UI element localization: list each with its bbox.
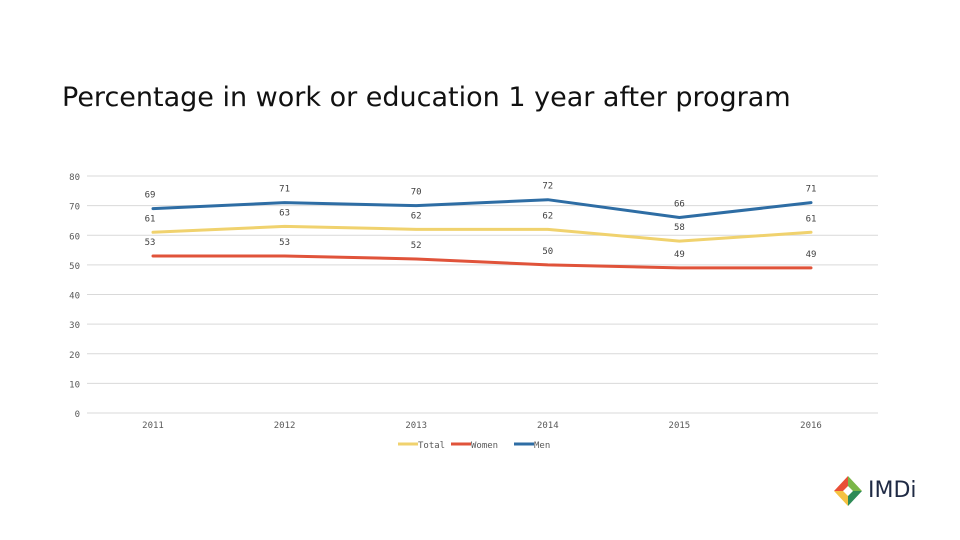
- y-tick-label: 10: [69, 380, 80, 390]
- y-axis-ticks: 0 10 20 30 40 50 60 70 80: [69, 173, 80, 420]
- x-tick-label: 2012: [274, 421, 296, 431]
- y-tick-label: 80: [69, 173, 80, 183]
- chart-series: [151, 198, 813, 270]
- legend-label: Total: [418, 441, 445, 451]
- data-label: 53: [279, 238, 290, 248]
- series-line-women: [151, 254, 813, 270]
- data-label: 71: [806, 185, 817, 195]
- data-label: 49: [806, 250, 817, 260]
- data-label: 71: [279, 185, 290, 195]
- data-label: 69: [145, 191, 156, 201]
- data-label: 66: [674, 199, 685, 209]
- legend-label: Men: [534, 441, 550, 451]
- chart-grid: [87, 175, 878, 414]
- legend-label: Women: [471, 441, 498, 451]
- y-tick-label: 30: [69, 321, 80, 331]
- data-label: 61: [806, 214, 817, 224]
- y-tick-label: 40: [69, 292, 80, 302]
- data-label: 63: [279, 208, 290, 218]
- data-label: 52: [411, 241, 422, 251]
- x-tick-label: 2014: [537, 421, 559, 431]
- data-label: 49: [674, 250, 685, 260]
- logo-text: IMDi: [868, 478, 917, 503]
- y-tick-label: 20: [69, 351, 80, 361]
- x-tick-label: 2013: [405, 421, 427, 431]
- chart-legend: Total Women Men: [398, 441, 550, 451]
- data-label: 58: [674, 223, 685, 233]
- data-label: 62: [411, 211, 422, 221]
- y-tick-label: 70: [69, 203, 80, 213]
- y-tick-label: 0: [75, 410, 80, 420]
- y-tick-label: 60: [69, 232, 80, 242]
- data-label: 53: [145, 238, 156, 248]
- x-tick-label: 2011: [142, 421, 164, 431]
- chart-title: Percentage in work or education 1 year a…: [62, 82, 791, 113]
- logo-mark-icon: [834, 476, 862, 506]
- data-label: 70: [411, 188, 422, 198]
- y-tick-label: 50: [69, 262, 80, 272]
- x-tick-label: 2015: [669, 421, 691, 431]
- data-label: 62: [542, 211, 553, 221]
- chart-data-labels: 61 63 62 62 58 61 53 53 52 50 49 49 69 71 70 72 66 71: [145, 182, 817, 260]
- x-tick-label: 2016: [800, 421, 822, 431]
- data-label: 50: [542, 247, 553, 257]
- x-axis-ticks: 2011 2012 2013 2014 2015 2016: [142, 421, 822, 431]
- data-label: 72: [542, 182, 553, 192]
- data-label: 61: [145, 214, 156, 224]
- series-line-men: [151, 198, 813, 219]
- imdi-logo: IMDi: [832, 474, 932, 514]
- series-line-total: [151, 224, 813, 243]
